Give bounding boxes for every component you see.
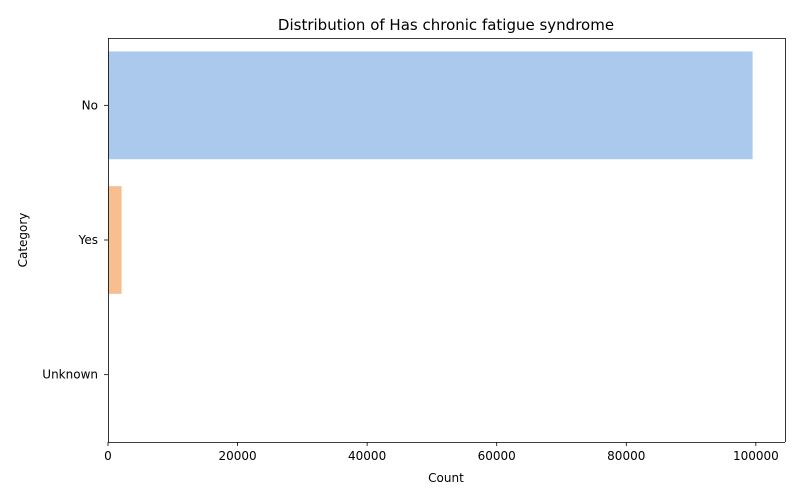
y-tick-label-no: No (82, 98, 98, 112)
y-axis-label: Category (16, 213, 30, 268)
x-axis-label: Count (428, 471, 464, 485)
bar-yes (108, 186, 122, 294)
bars-group (108, 51, 753, 294)
y-tick-label-unknown: Unknown (42, 368, 98, 382)
x-tick-label-100000: 100000 (733, 449, 779, 463)
chart-title: Distribution of Has chronic fatigue synd… (278, 16, 614, 34)
bar-no (108, 51, 753, 160)
y-axis-ticks: No Yes Unknown (42, 98, 108, 382)
x-tick-label-0: 0 (104, 449, 112, 463)
x-tick-label-60000: 60000 (478, 449, 516, 463)
x-tick-label-40000: 40000 (348, 449, 386, 463)
x-tick-label-20000: 20000 (218, 449, 256, 463)
y-tick-label-yes: Yes (78, 233, 98, 247)
x-tick-label-80000: 80000 (607, 449, 645, 463)
x-axis-ticks: 0 20000 40000 60000 80000 100000 (104, 442, 779, 463)
